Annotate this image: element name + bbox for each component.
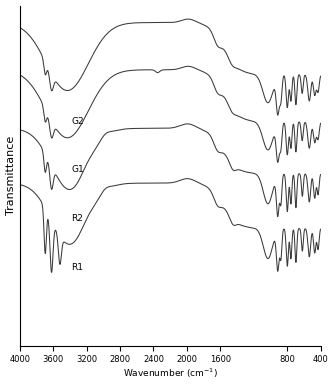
X-axis label: Wavenumber (cm$^{-1}$): Wavenumber (cm$^{-1}$) [123,367,217,381]
Y-axis label: Transmittance: Transmittance [6,136,16,215]
Text: G1: G1 [71,165,84,174]
Text: R2: R2 [71,214,84,223]
Text: G2: G2 [71,117,84,127]
Text: R1: R1 [71,263,84,272]
